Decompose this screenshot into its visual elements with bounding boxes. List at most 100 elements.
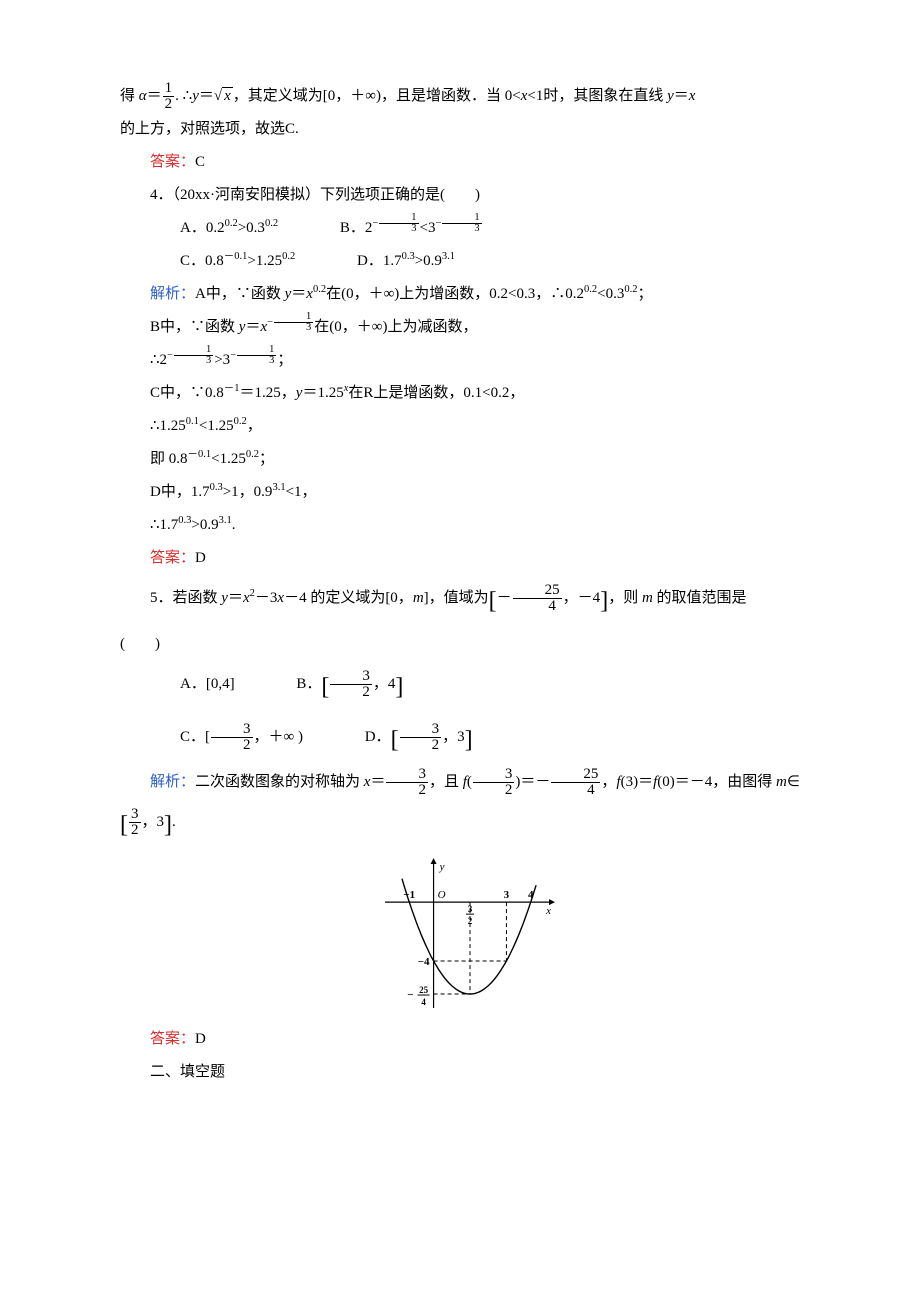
text: ，且 xyxy=(429,774,463,790)
q4-sol-B2: ∴2−13>3−13； xyxy=(120,344,820,377)
q4-sol-B: B中，∵函数 y＝x−13在(0，＋∞)上为减函数， xyxy=(120,311,820,344)
text: ，其定义域为[0，＋∞)，且是增函数．当 0< xyxy=(233,88,521,104)
frac-1-2: 12 xyxy=(163,81,175,112)
exp: 0.3 xyxy=(402,251,415,262)
exp: 0.2 xyxy=(282,251,295,262)
num: 3 xyxy=(400,722,442,738)
frac-3-2: 32 xyxy=(129,807,141,838)
exp: 0.2 xyxy=(265,218,278,229)
exp: −13 xyxy=(230,350,277,361)
den: 4 xyxy=(551,783,600,798)
lbracket: [ xyxy=(391,727,399,753)
text: . ∴ xyxy=(175,88,192,104)
exp: 3.1 xyxy=(272,482,285,493)
text: ∴2 xyxy=(150,352,167,368)
q5-solution-line2: [32，3]. xyxy=(120,799,820,852)
frac-25-4: 254 xyxy=(513,583,562,614)
q3-tail-line2: 的上方，对照选项，故选C. xyxy=(120,113,820,146)
exp: 0.2 xyxy=(624,284,637,295)
svg-text:4: 4 xyxy=(421,997,426,1007)
text: ( xyxy=(467,774,472,790)
q4-opt-B: B．2−13<3−13 xyxy=(310,212,483,245)
q5-answer: 答案：D xyxy=(120,1023,820,1056)
exp: 0.2 xyxy=(225,218,238,229)
text: >1.25 xyxy=(247,253,282,269)
text: ＝1.25， xyxy=(240,385,296,401)
num: 3 xyxy=(330,669,372,685)
frac-1-3: 13 xyxy=(237,345,276,367)
text: D． xyxy=(365,729,391,745)
q5-opt-A: A．[0,4] xyxy=(150,668,235,701)
frac-3-2: 32 xyxy=(211,722,253,753)
rbracket: ] xyxy=(164,812,172,838)
q4-sol-C: C中，∵0.8－1＝1.25，y＝1.25x在R上是增函数，0.1<0.2， xyxy=(120,377,820,410)
num: 3 xyxy=(211,722,253,738)
exp: 0.1 xyxy=(186,416,199,427)
text: 即 0.8 xyxy=(150,451,188,467)
lbracket: [ xyxy=(120,812,128,838)
den: 3 xyxy=(237,356,276,367)
text: ＝ xyxy=(147,88,162,104)
text: －4 的定义域为[0， xyxy=(284,590,413,606)
svg-text:y: y xyxy=(439,861,445,873)
exp: 0.2 xyxy=(584,284,597,295)
var-m: m xyxy=(413,590,424,606)
text: ， xyxy=(601,774,616,790)
exp: 0.3 xyxy=(178,515,191,526)
text: 在R上是增函数，0.1<0.2， xyxy=(348,385,524,401)
text: C．0.8 xyxy=(180,253,224,269)
den: 3 xyxy=(379,224,418,235)
q4-options-row2: C．0.8－0.1>1.250.2 D．1.70.3>0.93.1 xyxy=(120,245,820,278)
text: － xyxy=(497,590,512,606)
svg-text:3: 3 xyxy=(504,889,510,901)
exp: 0.3 xyxy=(210,482,223,493)
text: ∴1.7 xyxy=(150,517,178,533)
q4-sol-D2: ∴1.70.3>0.93.1. xyxy=(120,509,820,542)
answer-value: C xyxy=(195,154,205,170)
frac-3-2: 32 xyxy=(330,669,372,700)
exp: −13 xyxy=(435,218,482,229)
q4-stem: 4．（20xx·河南安阳模拟）下列选项正确的是( ) xyxy=(120,179,820,212)
text: <0.3 xyxy=(597,286,624,302)
exp: −13 xyxy=(167,350,214,361)
exp: 0.2 xyxy=(234,416,247,427)
text: >1，0.9 xyxy=(223,484,273,500)
q5-options-row2: C．[32，＋∞ ) D．[32，3] xyxy=(120,714,820,767)
svg-text:2: 2 xyxy=(468,916,473,926)
sqrt-x: x xyxy=(222,87,233,104)
exp: 0.2 xyxy=(246,449,259,460)
answer-label: 答案： xyxy=(150,1031,195,1047)
text: <1.25 xyxy=(199,418,234,434)
text: B．2 xyxy=(340,220,373,236)
text: <1.25 xyxy=(211,451,246,467)
svg-text:x: x xyxy=(545,905,551,917)
text: D中，1.7 xyxy=(150,484,210,500)
text: ＝ xyxy=(245,319,260,335)
rbracket: ] xyxy=(465,727,473,753)
q4-options-row1: A．0.20.2>0.30.2 B．2−13<3−13 xyxy=(120,212,820,245)
rbracket: ] xyxy=(600,588,608,614)
text: ＝ xyxy=(370,774,385,790)
text: ]，值域为 xyxy=(424,590,489,606)
exp: 3.1 xyxy=(442,251,455,262)
frac-1-3: 13 xyxy=(174,345,213,367)
frac-3-2: 32 xyxy=(386,767,428,798)
q4-sol-C3: 即 0.8－0.1<1.250.2； xyxy=(120,443,820,476)
exp: －0.1 xyxy=(224,251,248,262)
den: 3 xyxy=(274,323,313,334)
exp: −13 xyxy=(267,317,314,328)
text: ； xyxy=(637,286,652,302)
text: 5．若函数 xyxy=(150,590,221,606)
q4-answer: 答案：D xyxy=(120,542,820,575)
text: ， xyxy=(247,418,262,434)
var-y: y xyxy=(221,590,228,606)
text: <1， xyxy=(286,484,317,500)
num: 25 xyxy=(551,767,600,783)
q4-sol-C2: ∴1.250.1<1.250.2， xyxy=(120,410,820,443)
text: (0)＝－4，由图得 xyxy=(657,774,776,790)
svg-text:−4: −4 xyxy=(418,956,430,968)
den: 3 xyxy=(442,224,481,235)
text: －3 xyxy=(255,590,278,606)
text: >3 xyxy=(214,352,230,368)
sqrt: √x xyxy=(214,80,233,113)
